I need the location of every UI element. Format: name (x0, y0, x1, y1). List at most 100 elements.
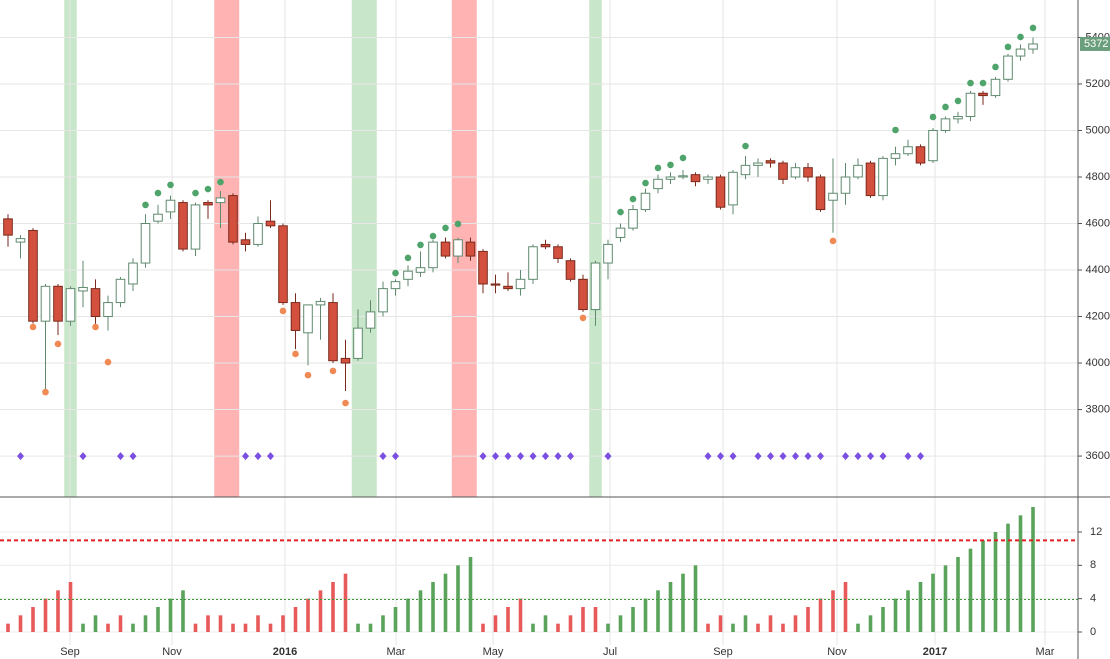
x-tick-label: Jul (603, 646, 617, 658)
candle-body (90, 288, 101, 318)
diamond-marker (479, 452, 487, 461)
bar (743, 615, 748, 632)
bar (243, 623, 248, 632)
y2-tick-label: 0 (1090, 626, 1096, 638)
bar (406, 598, 410, 632)
dot-marker (292, 350, 299, 358)
candle-body (665, 176, 676, 180)
dot-marker (92, 323, 99, 331)
bar (781, 623, 785, 632)
bar (31, 607, 35, 632)
candle-body (15, 238, 26, 243)
diamond-marker (129, 452, 137, 461)
bar (118, 615, 123, 632)
bar (56, 590, 60, 632)
candle-body (978, 92, 988, 97)
dot-marker (404, 254, 412, 262)
dot-marker (892, 126, 899, 134)
bar (643, 598, 648, 632)
candle-body (390, 281, 401, 290)
bar (893, 598, 898, 632)
candle-body (903, 146, 913, 155)
signal-band (214, 0, 240, 497)
candle-body (203, 202, 213, 206)
marks (0, 24, 1078, 632)
diamond-marker (729, 452, 737, 461)
candle-body (603, 243, 613, 264)
candle-body (453, 239, 463, 257)
bar (181, 590, 185, 632)
dot-marker (742, 142, 749, 150)
candle-body (1028, 43, 1038, 50)
diamond-marker (567, 452, 574, 461)
candle-body (40, 285, 51, 322)
bar (381, 615, 385, 632)
candle-body (578, 278, 588, 311)
x-tick-label: Nov (162, 646, 182, 658)
dot-marker (667, 161, 674, 169)
candle-body (790, 167, 801, 178)
y-tick-label: 4400 (1086, 264, 1110, 276)
candle-body (240, 239, 251, 245)
diamond-marker (17, 452, 24, 461)
y-tick-label: 4200 (1086, 310, 1110, 322)
grid (0, 0, 1078, 645)
bar (1018, 515, 1023, 632)
candle-body (228, 195, 238, 243)
dot-marker (167, 181, 174, 189)
bar (656, 590, 660, 632)
candle-body (828, 192, 838, 201)
candle-body (540, 243, 551, 248)
candle-body (278, 225, 288, 304)
dot-marker (217, 178, 224, 186)
bar (43, 598, 48, 632)
last-price-label: 5372 (1084, 38, 1108, 50)
candle-body (953, 116, 963, 120)
bar (456, 565, 460, 632)
bar (756, 623, 760, 632)
dot-marker (29, 323, 37, 331)
bar (293, 607, 298, 632)
candle-body (140, 222, 151, 264)
y2-tick-label: 4 (1090, 593, 1096, 605)
bar (106, 623, 110, 632)
bar (393, 607, 398, 632)
dot-marker (992, 63, 999, 71)
bar (768, 615, 773, 632)
dot-marker (579, 314, 587, 322)
bar (681, 573, 685, 632)
diamond-marker (379, 452, 387, 461)
candle-body (465, 241, 476, 257)
candle-body (315, 300, 326, 306)
bar (156, 607, 160, 632)
signal-band (589, 0, 602, 497)
candle-body (590, 262, 601, 311)
candle-body (353, 327, 363, 359)
dot-marker (967, 79, 974, 87)
candle-body (365, 311, 376, 329)
diamond-marker (704, 452, 712, 461)
diamond-marker (492, 452, 499, 461)
candle-body (715, 176, 726, 208)
dot-marker (429, 232, 437, 240)
candle-body (815, 176, 826, 211)
signal-band (351, 0, 377, 497)
x-tick-label: Sep (713, 646, 733, 658)
bar (931, 573, 935, 632)
diamond-marker (242, 452, 249, 461)
dot-marker (104, 358, 112, 366)
candle-body (415, 267, 426, 273)
candle-body (153, 213, 163, 222)
dot-marker (42, 388, 49, 396)
candle-body (765, 160, 776, 164)
candle-body (840, 176, 851, 194)
candle-body (678, 175, 688, 178)
candle-body (690, 174, 701, 183)
bar (481, 623, 485, 632)
diamond-marker (804, 452, 812, 461)
candle-body (165, 199, 176, 213)
bar (956, 557, 960, 632)
bar (918, 582, 923, 632)
diamond-marker (554, 452, 562, 461)
